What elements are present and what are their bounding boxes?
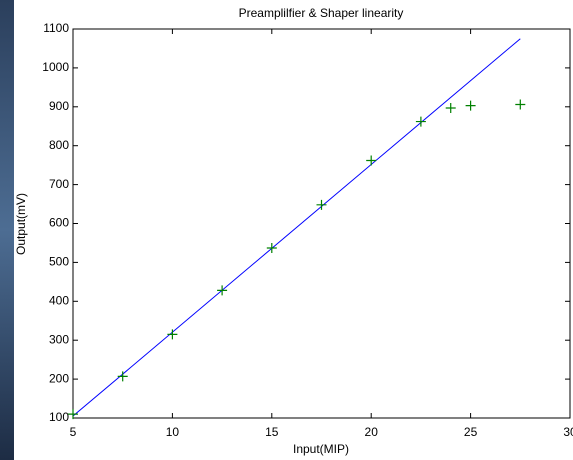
y-tick-label: 300 (49, 332, 69, 346)
fit-line (72, 38, 521, 417)
data-point (515, 99, 526, 110)
x-tick-label: 15 (265, 425, 279, 439)
data-point (117, 371, 128, 382)
y-tick-label: 1000 (42, 60, 69, 74)
y-tick-label: 700 (49, 177, 69, 191)
data-point (68, 409, 78, 420)
x-tick-label: 10 (166, 425, 180, 439)
data-point (266, 243, 277, 254)
x-tick-label: 30 (563, 425, 573, 439)
x-axis-label: Input(MIP) (293, 442, 349, 456)
y-axis-label: Output(mV) (14, 193, 28, 255)
data-point (465, 100, 476, 111)
y-tick-label: 100 (49, 410, 69, 424)
y-tick-label: 800 (49, 138, 69, 152)
y-tick-label: 500 (49, 255, 69, 269)
x-tick-label: 25 (464, 425, 478, 439)
y-tick-label: 600 (49, 216, 69, 230)
plot-box (72, 28, 571, 419)
data-point (316, 199, 327, 210)
x-tick-label: 20 (365, 425, 379, 439)
y-tick-label: 200 (49, 371, 69, 385)
data-point (167, 329, 178, 340)
y-tick-label: 1100 (43, 21, 69, 35)
chart-title: Preamplilfier & Shaper linearity (239, 6, 404, 20)
data-point (366, 155, 377, 166)
side-strip (0, 0, 14, 460)
y-tick-label: 900 (49, 99, 69, 113)
y-tick-label: 400 (49, 293, 69, 307)
data-point (415, 116, 426, 127)
data-point (445, 102, 456, 113)
data-point (217, 285, 228, 296)
x-tick-label: 5 (70, 425, 77, 439)
